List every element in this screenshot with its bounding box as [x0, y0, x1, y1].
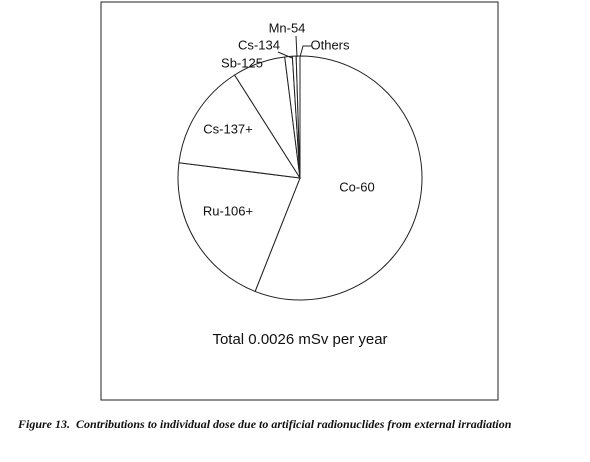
- leader-line: [295, 35, 298, 58]
- leader-line: [299, 45, 311, 58]
- pie-slice: [254, 55, 423, 301]
- pie-slice: [178, 74, 301, 179]
- slice-label: Others: [310, 37, 350, 52]
- frame: [100, 1, 499, 401]
- slice-label: Cs-137+: [203, 121, 253, 136]
- caption-label: Figure 13.: [18, 417, 71, 431]
- pie-slice: [177, 162, 301, 293]
- slice-label: Co-60: [339, 179, 374, 194]
- slice-label: Cs-134: [238, 37, 280, 52]
- slice-label: Ru-106+: [203, 203, 253, 218]
- slice-label: Sb-125: [221, 55, 263, 70]
- caption-text: Contributions to individual dose due to …: [76, 417, 512, 431]
- chart: Total 0.0026 mSv per year Co-60 Ru-106+ Cs…: [100, 1, 499, 401]
- total-note: Total 0.0026 mSv per year: [212, 331, 387, 348]
- slice-label: Mn-54: [269, 20, 306, 35]
- caption: Figure 13. Contributions to individual do…: [18, 418, 583, 431]
- leader-line: [277, 51, 293, 59]
